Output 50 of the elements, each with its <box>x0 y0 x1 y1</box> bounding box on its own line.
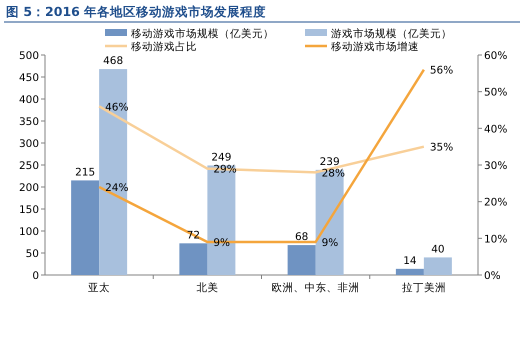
y-tick-label: 50 <box>26 248 39 260</box>
y-tick-label: 300 <box>18 138 39 150</box>
data-label: 468 <box>103 55 124 68</box>
chart-title: 图 5：2016 年各地区移动游戏市场发展程度 <box>6 4 266 19</box>
y-tick-label: 250 <box>18 160 39 172</box>
bar <box>316 170 344 275</box>
data-label: 239 <box>320 156 340 168</box>
bar <box>396 268 424 275</box>
y2-tick-label: 40% <box>484 123 508 136</box>
y-tick-label: 350 <box>18 116 39 128</box>
data-label: 56% <box>430 64 454 77</box>
x-tick-label: 北美 <box>196 281 218 294</box>
data-label: 9% <box>322 237 338 249</box>
data-label: 14 <box>403 254 417 267</box>
bar <box>288 245 316 275</box>
x-tick-label: 亚太 <box>88 281 110 294</box>
y2-tick-label: 50% <box>484 86 508 99</box>
x-tick-label: 欧洲、中东、非洲 <box>272 281 360 294</box>
x-tick-label: 拉丁美洲 <box>402 281 446 294</box>
y-tick-label: 200 <box>18 182 39 194</box>
data-label: 249 <box>211 151 232 164</box>
y-tick-label: 100 <box>18 226 39 238</box>
y-tick-label: 500 <box>18 50 39 62</box>
bar <box>99 69 128 275</box>
legend-label: 移动游戏占比 <box>131 40 197 53</box>
data-label: 40 <box>431 243 445 256</box>
y2-tick-label: 0% <box>484 270 501 282</box>
y-tick-label: 0 <box>32 270 39 282</box>
data-label: 9% <box>213 237 230 249</box>
bar <box>424 257 452 275</box>
y-tick-label: 450 <box>18 72 39 84</box>
y2-tick-label: 20% <box>484 196 508 209</box>
legend-label: 移动游戏市场规模（亿美元） <box>131 27 274 40</box>
bar <box>207 165 236 275</box>
y-tick-label: 150 <box>18 204 39 216</box>
data-label: 28% <box>322 167 345 180</box>
y2-tick-label: 10% <box>484 233 508 246</box>
data-label: 46% <box>105 101 128 114</box>
bar <box>179 243 208 275</box>
data-label: 24% <box>105 182 128 194</box>
legend-label: 移动游戏市场增速 <box>331 40 419 53</box>
data-label: 35% <box>430 142 454 154</box>
data-label: 29% <box>213 164 237 176</box>
data-label: 215 <box>75 166 96 178</box>
data-label: 68 <box>294 231 308 244</box>
y2-tick-label: 60% <box>484 50 508 62</box>
legend-label: 游戏市场规模（亿美元） <box>331 27 452 40</box>
bar <box>71 180 100 275</box>
y-tick-label: 400 <box>18 94 39 106</box>
y2-tick-label: 30% <box>484 160 508 172</box>
